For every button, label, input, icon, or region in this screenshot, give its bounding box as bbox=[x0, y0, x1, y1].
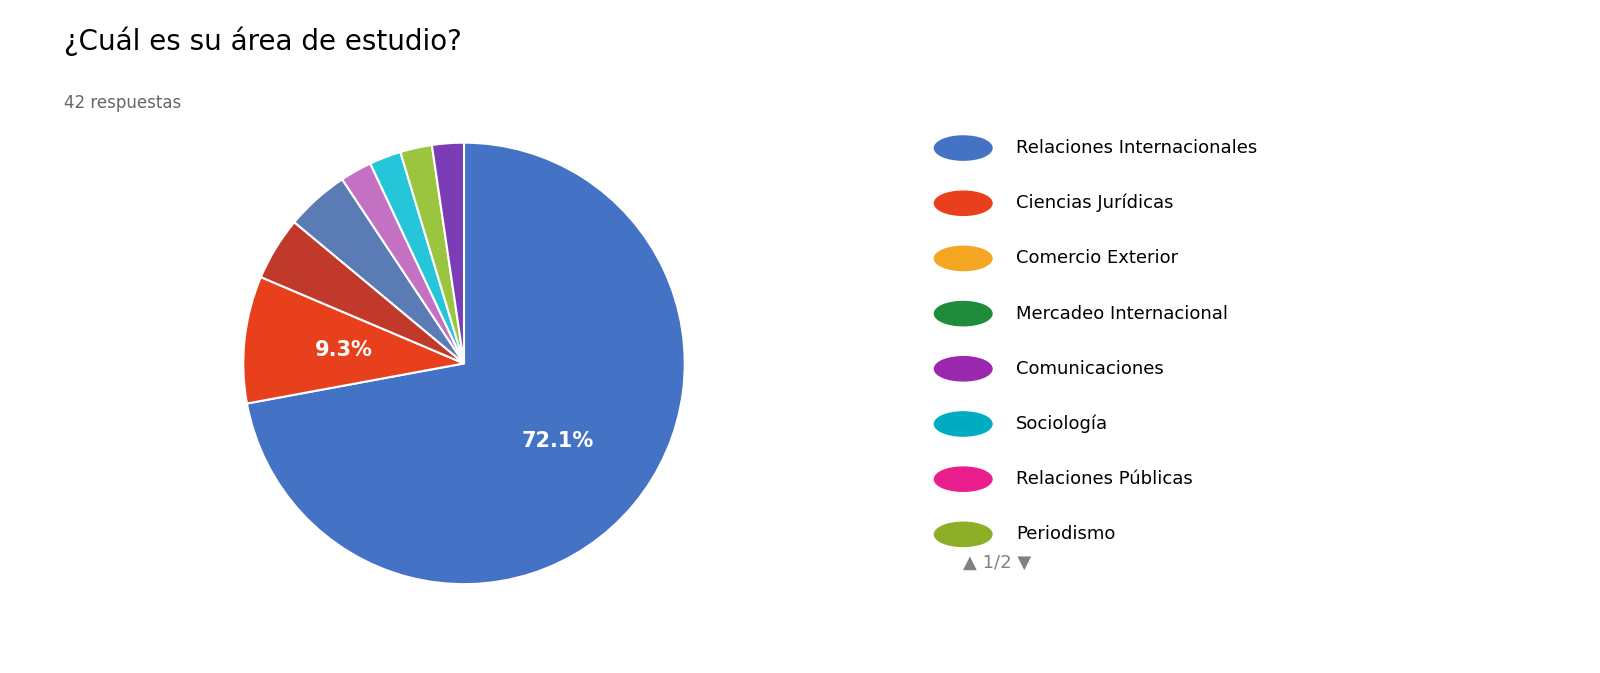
Text: Relaciones Internacionales: Relaciones Internacionales bbox=[1016, 139, 1258, 157]
Wedge shape bbox=[342, 164, 464, 363]
Text: 9.3%: 9.3% bbox=[314, 340, 373, 360]
Text: Sociología: Sociología bbox=[1016, 415, 1109, 433]
Wedge shape bbox=[246, 143, 685, 584]
Text: Relaciones Públicas: Relaciones Públicas bbox=[1016, 470, 1192, 488]
Wedge shape bbox=[432, 143, 464, 363]
Wedge shape bbox=[400, 145, 464, 363]
Text: ¿Cuál es su área de estudio?: ¿Cuál es su área de estudio? bbox=[64, 27, 462, 57]
Wedge shape bbox=[261, 222, 464, 363]
Text: Periodismo: Periodismo bbox=[1016, 526, 1115, 543]
Wedge shape bbox=[294, 179, 464, 363]
Text: Ciencias Jurídicas: Ciencias Jurídicas bbox=[1016, 194, 1173, 213]
Wedge shape bbox=[370, 152, 464, 363]
Text: Comunicaciones: Comunicaciones bbox=[1016, 360, 1163, 378]
Text: 72.1%: 72.1% bbox=[522, 431, 594, 451]
Text: Mercadeo Internacional: Mercadeo Internacional bbox=[1016, 305, 1229, 322]
Wedge shape bbox=[243, 277, 464, 404]
Text: Comercio Exterior: Comercio Exterior bbox=[1016, 250, 1178, 267]
Text: ▲ 1/2 ▼: ▲ 1/2 ▼ bbox=[963, 554, 1032, 571]
Text: 42 respuestas: 42 respuestas bbox=[64, 94, 181, 112]
